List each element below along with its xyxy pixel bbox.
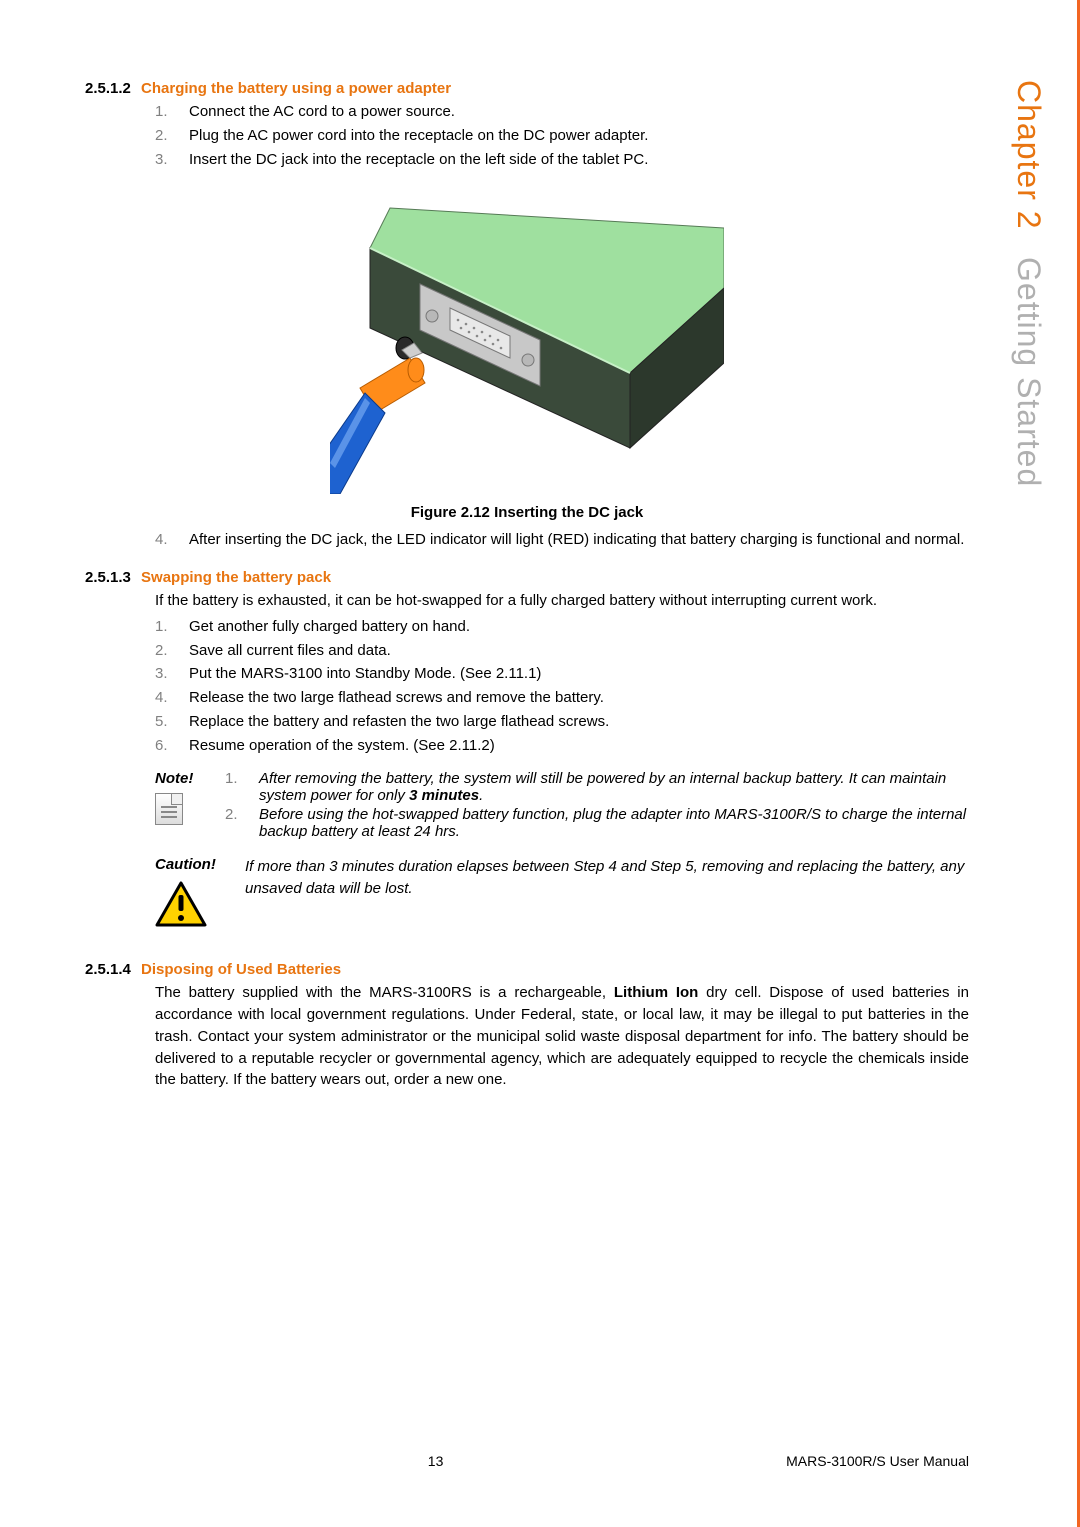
steps-2512b: 4.After inserting the DC jack, the LED i… <box>155 529 969 551</box>
caution-text: If more than 3 minutes duration elapses … <box>245 856 969 931</box>
figure-212: Figure 2.12 Inserting the DC jack <box>85 198 969 521</box>
heading-2514: 2.5.1.4 Disposing of Used Batteries <box>85 961 969 978</box>
sidebar-title: Getting Started <box>1011 257 1047 487</box>
list-item: 1.Get another fully charged battery on h… <box>155 616 969 638</box>
step-number: 4. <box>155 687 189 709</box>
step-number: 5. <box>155 711 189 733</box>
step-text: Replace the battery and refasten the two… <box>189 711 609 733</box>
steps-2513: 1.Get another fully charged battery on h… <box>155 616 969 757</box>
step-number: 2. <box>155 125 189 147</box>
heading-num: 2.5.1.2 <box>85 80 131 97</box>
step-text: Insert the DC jack into the receptacle o… <box>189 149 648 171</box>
note-block: Note! 1. After removing the battery, the… <box>155 770 969 842</box>
chapter-sidebar: Chapter 2 Getting Started <box>1010 80 1047 488</box>
step-text: Save all current files and data. <box>189 640 391 662</box>
step-number: 1. <box>155 101 189 123</box>
list-item: 3.Put the MARS-3100 into Standby Mode. (… <box>155 663 969 685</box>
note-text: After removing the battery, the system w… <box>259 770 969 804</box>
step-text: Get another fully charged battery on han… <box>189 616 470 638</box>
list-item: 4.Release the two large flathead screws … <box>155 687 969 709</box>
figure-image <box>330 198 724 494</box>
step-number: 1. <box>225 770 259 804</box>
page-number: 13 <box>85 1453 786 1469</box>
note-icon <box>155 793 183 825</box>
manual-title: MARS-3100R/S User Manual <box>786 1453 969 1469</box>
list-item: 5.Replace the battery and refasten the t… <box>155 711 969 733</box>
step-number: 2. <box>155 640 189 662</box>
list-item: 2.Plug the AC power cord into the recept… <box>155 125 969 147</box>
page-footer: 13 MARS-3100R/S User Manual <box>85 1453 969 1469</box>
note-item: 1. After removing the battery, the syste… <box>225 770 969 804</box>
step-number: 2. <box>225 806 259 840</box>
sidebar-chapter: Chapter 2 <box>1011 80 1047 230</box>
list-item: 1.Connect the AC cord to a power source. <box>155 101 969 123</box>
step-number: 3. <box>155 149 189 171</box>
list-item: 2.Save all current files and data. <box>155 640 969 662</box>
list-item: 4.After inserting the DC jack, the LED i… <box>155 529 969 551</box>
note-text: Before using the hot-swapped battery fun… <box>259 806 969 840</box>
note-item: 2. Before using the hot-swapped battery … <box>225 806 969 840</box>
step-number: 3. <box>155 663 189 685</box>
figure-caption: Figure 2.12 Inserting the DC jack <box>85 504 969 521</box>
heading-num: 2.5.1.3 <box>85 569 131 586</box>
warning-icon <box>155 881 245 931</box>
intro-2513: If the battery is exhausted, it can be h… <box>155 590 969 612</box>
heading-2512: 2.5.1.2 Charging the battery using a pow… <box>85 80 969 97</box>
caution-block: Caution! If more than 3 minutes duration… <box>155 856 969 931</box>
caution-label: Caution! <box>155 856 245 873</box>
step-text: Resume operation of the system. (See 2.1… <box>189 735 495 757</box>
heading-2513: 2.5.1.3 Swapping the battery pack <box>85 569 969 586</box>
step-text: Connect the AC cord to a power source. <box>189 101 455 123</box>
list-item: 6.Resume operation of the system. (See 2… <box>155 735 969 757</box>
step-number: 4. <box>155 529 189 551</box>
step-number: 1. <box>155 616 189 638</box>
step-text: Put the MARS-3100 into Standby Mode. (Se… <box>189 663 541 685</box>
step-number: 6. <box>155 735 189 757</box>
heading-title: Disposing of Used Batteries <box>141 961 341 978</box>
list-item: 3.Insert the DC jack into the receptacle… <box>155 149 969 171</box>
dispose-text: The battery supplied with the MARS-3100R… <box>155 982 969 1091</box>
heading-num: 2.5.1.4 <box>85 961 131 978</box>
step-text: Plug the AC power cord into the receptac… <box>189 125 648 147</box>
heading-title: Charging the battery using a power adapt… <box>141 80 451 97</box>
note-label: Note! <box>155 770 225 787</box>
step-text: After inserting the DC jack, the LED ind… <box>189 529 964 551</box>
heading-title: Swapping the battery pack <box>141 569 331 586</box>
step-text: Release the two large flathead screws an… <box>189 687 604 709</box>
steps-2512: 1.Connect the AC cord to a power source.… <box>155 101 969 170</box>
